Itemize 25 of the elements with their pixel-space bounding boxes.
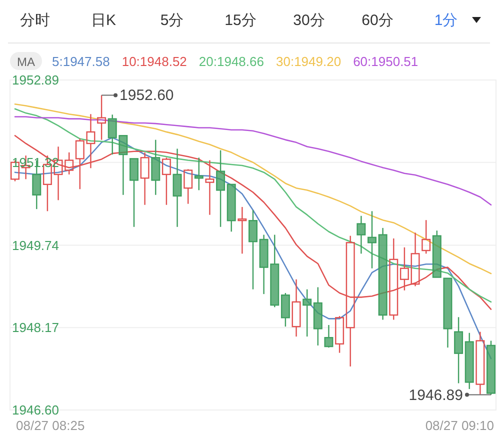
text: 30:1949.20	[276, 54, 342, 69]
text: 15分	[224, 12, 256, 29]
text: 1分	[434, 12, 458, 29]
text: 30分	[293, 12, 325, 29]
text: 5分	[160, 12, 184, 29]
y-tick-label: 1949.74	[12, 238, 59, 253]
text: 60:1950.51	[353, 54, 418, 69]
line-series	[14, 116, 492, 206]
text: 分时	[20, 12, 50, 29]
text: 08/27 09:10	[425, 418, 494, 433]
text: 08/27 08:25	[16, 418, 85, 433]
y-tick-label: 1946.60	[12, 402, 59, 418]
annotation: 1952.60	[120, 87, 174, 104]
y-tick-label: 1952.89	[12, 72, 59, 88]
text: 日K	[90, 12, 116, 29]
line-series	[14, 103, 492, 274]
text: 60分	[362, 12, 394, 29]
legend-title: MA	[17, 55, 35, 69]
text: 5:1947.58	[52, 54, 110, 69]
y-tick-label: 1948.17	[12, 320, 59, 336]
text: 10:1948.52	[122, 54, 187, 69]
annotation: 1946.89	[408, 386, 463, 404]
line-series	[14, 108, 492, 303]
text: 20:1948.66	[198, 54, 264, 69]
line-series	[14, 134, 492, 310]
